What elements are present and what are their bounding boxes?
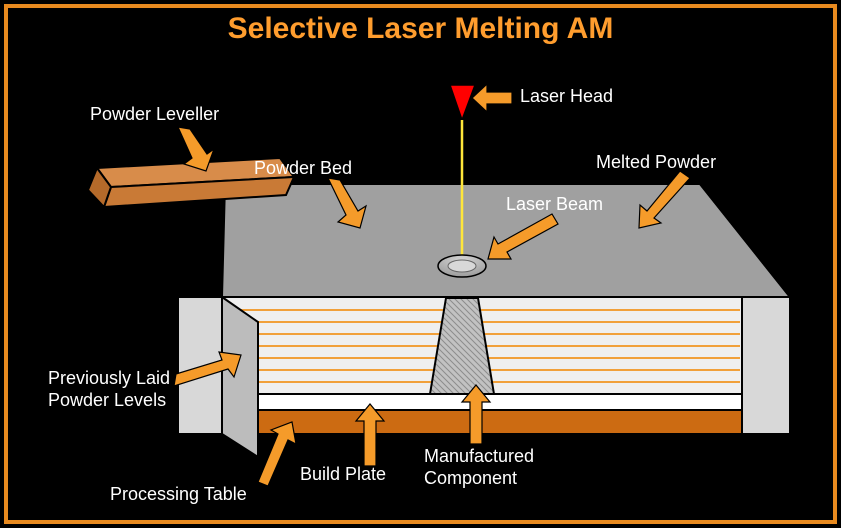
laser-head xyxy=(450,85,475,120)
label-powder-leveller: Powder Leveller xyxy=(90,104,219,126)
label-melted-powder: Melted Powder xyxy=(596,152,716,174)
label-laser-head: Laser Head xyxy=(520,86,613,108)
build-plate xyxy=(258,394,742,410)
arrow-laser-head xyxy=(472,84,512,112)
processing-table xyxy=(258,410,742,434)
label-powder-bed: Powder Bed xyxy=(254,158,352,180)
right-wall-front xyxy=(742,297,790,434)
left-wall-side xyxy=(222,297,258,457)
label-previously-laid: Previously Laid Powder Levels xyxy=(48,368,170,411)
arrow-powder-leveller xyxy=(178,127,214,171)
label-build-plate: Build Plate xyxy=(300,464,386,486)
label-processing-table: Processing Table xyxy=(110,484,247,506)
slm-diagram xyxy=(0,0,841,528)
label-laser-beam: Laser Beam xyxy=(506,194,603,216)
label-manufactured: Manufactured Component xyxy=(424,446,534,489)
